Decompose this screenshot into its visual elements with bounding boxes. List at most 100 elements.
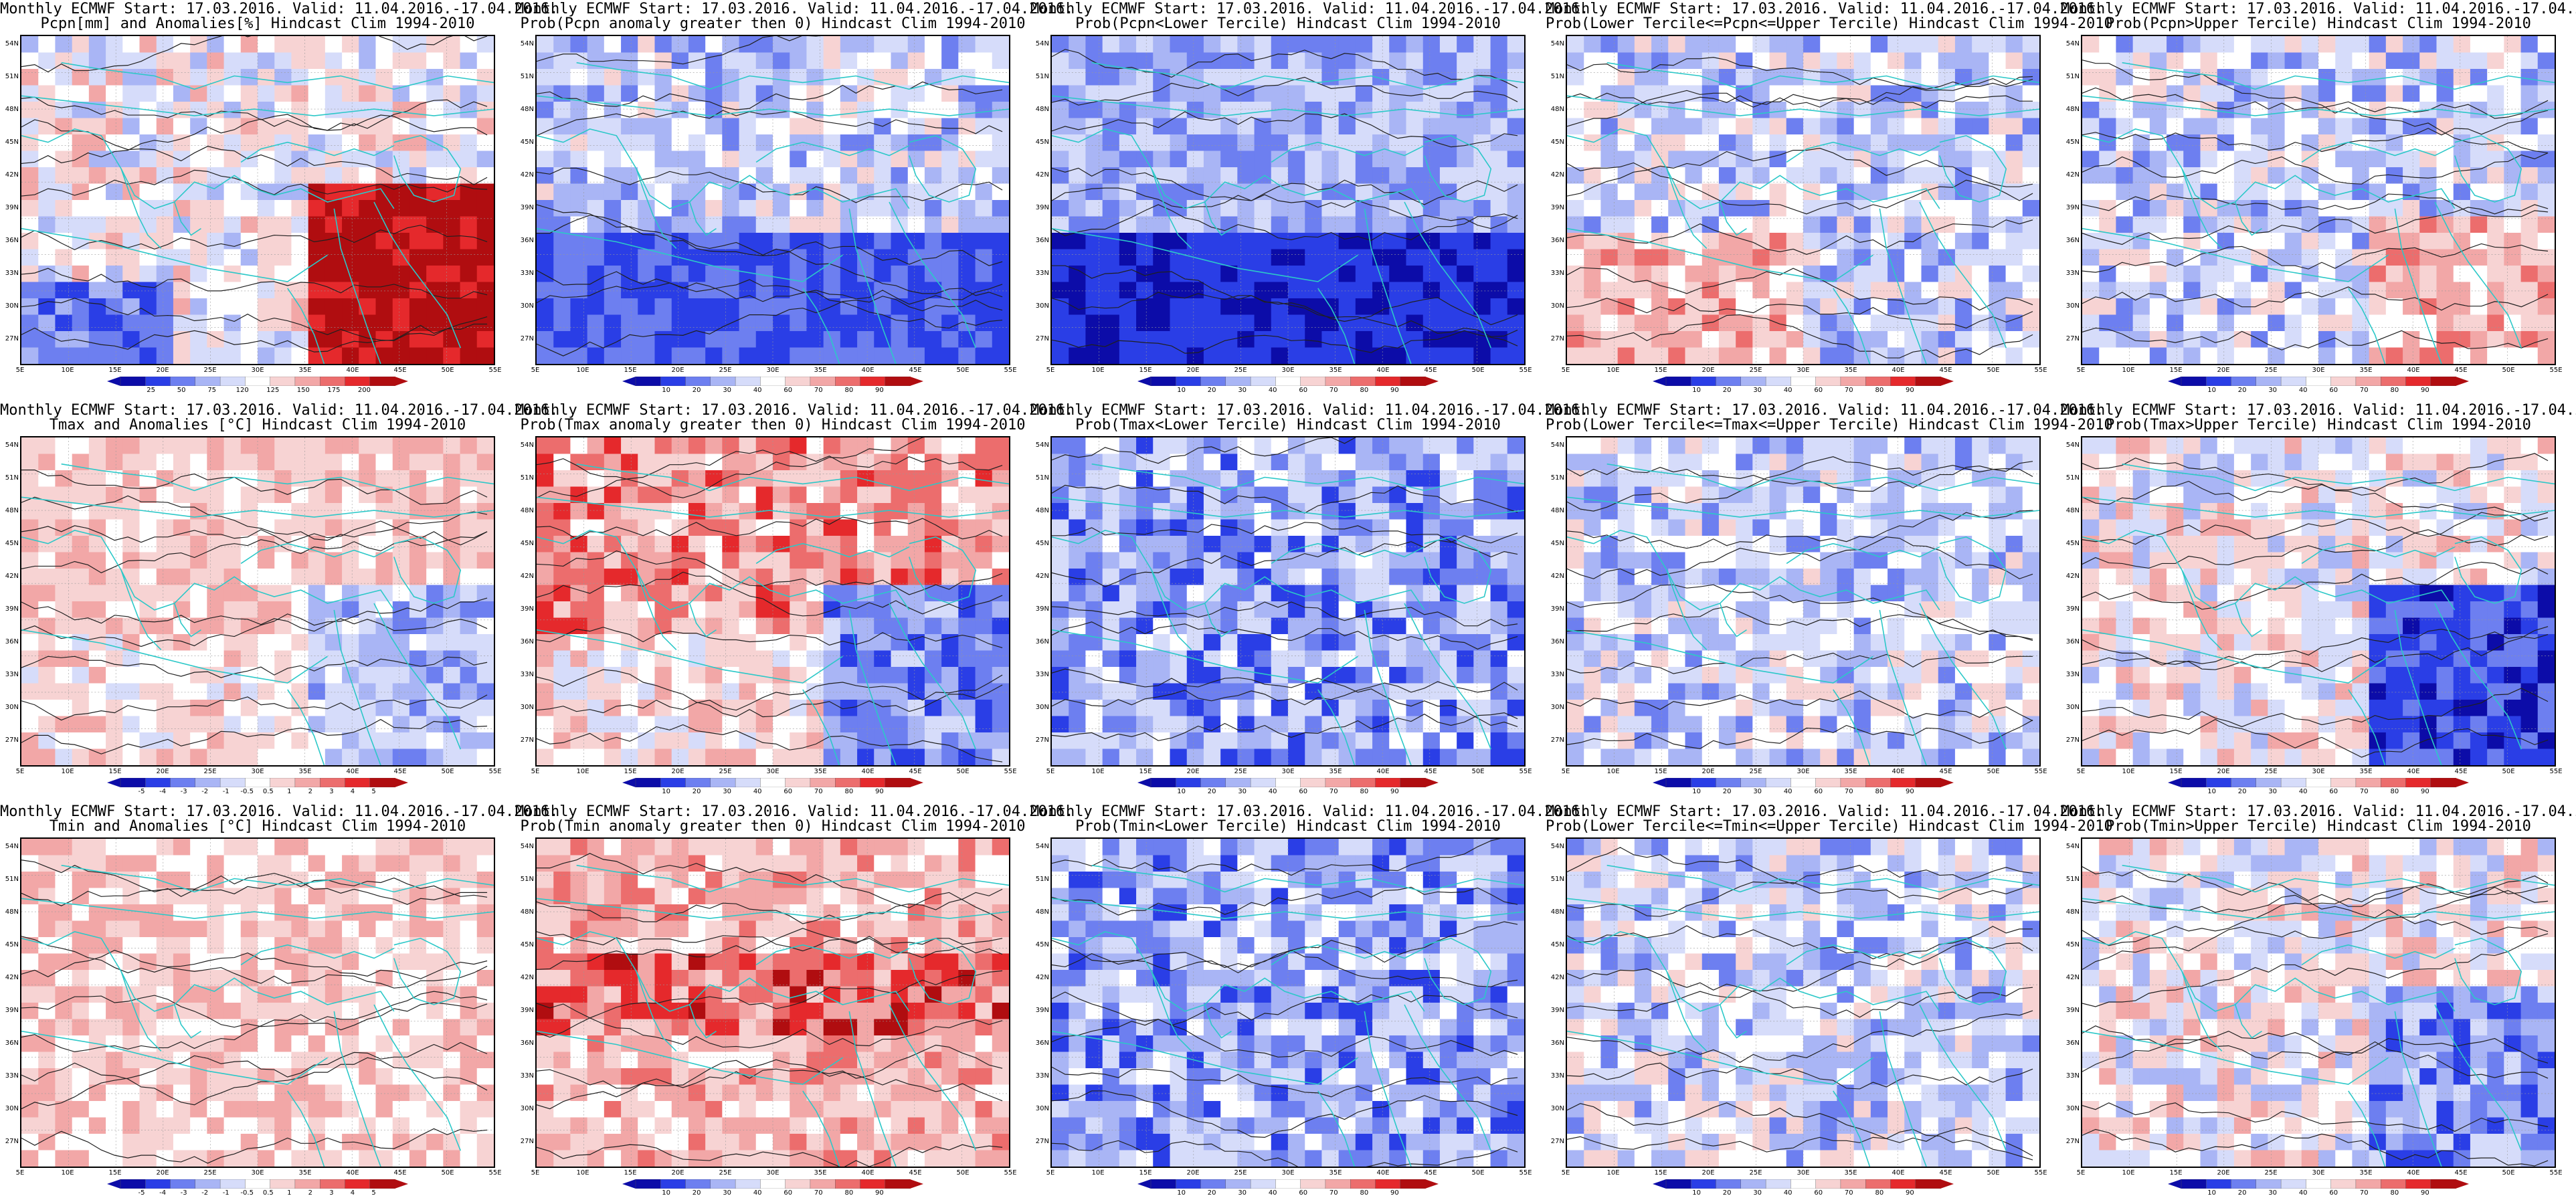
field-cell	[1271, 85, 1289, 102]
field-cell	[2116, 282, 2134, 299]
field-cell	[1052, 536, 1070, 553]
field-cell	[806, 486, 824, 504]
field-cell	[342, 216, 360, 233]
field-cell	[2116, 216, 2134, 233]
field-cell	[55, 748, 73, 765]
field-cell	[975, 233, 993, 250]
field-cell	[55, 200, 73, 217]
field-cell	[1406, 437, 1424, 455]
field-cell	[2183, 118, 2201, 135]
field-cell	[2200, 150, 2218, 168]
field-cell	[1422, 102, 1441, 119]
field-cell	[1203, 233, 1222, 250]
field-cell	[2022, 347, 2039, 364]
field-cell	[537, 331, 555, 348]
field-cell	[1473, 601, 1491, 619]
field-cell	[1102, 503, 1120, 520]
field-cell	[907, 519, 926, 536]
field-cell	[122, 748, 141, 765]
scale-swatch	[660, 777, 686, 788]
field-cell	[38, 667, 56, 684]
longitude-label: 25E	[1749, 367, 1762, 374]
field-cell	[2217, 85, 2235, 102]
field-cell	[2005, 298, 2023, 316]
field-cell	[688, 683, 707, 700]
field-cell	[587, 69, 605, 86]
contour-line	[537, 215, 1003, 266]
field-cell	[1052, 634, 1070, 651]
field-cell	[1938, 331, 1956, 348]
field-cell	[342, 298, 360, 316]
scale-swatch	[835, 777, 861, 788]
scale-swatch	[219, 777, 246, 788]
field-cell	[773, 667, 791, 684]
field-cell	[2369, 233, 2387, 250]
field-cell	[1803, 52, 1821, 70]
field-cell	[823, 454, 841, 471]
field-cell	[1153, 437, 1171, 455]
field-cell	[2099, 331, 2117, 348]
field-cell	[2537, 233, 2555, 250]
field-cell	[173, 347, 191, 364]
scale-tick-label: 20	[1207, 387, 1216, 394]
field-cell	[1888, 266, 1906, 283]
field-cell	[2352, 69, 2370, 86]
field-cell	[1338, 454, 1356, 471]
field-cell	[1119, 134, 1137, 152]
field-cell	[207, 454, 225, 471]
scale-tick-label: 1	[287, 788, 292, 795]
field-cell	[806, 52, 824, 70]
field-cell	[537, 298, 555, 316]
field-cell	[2470, 347, 2488, 364]
field-cell	[537, 585, 555, 602]
field-cell	[1473, 667, 1491, 684]
field-cell	[975, 732, 993, 750]
field-cell	[2217, 36, 2235, 54]
field-cell	[570, 437, 588, 455]
field-cell	[342, 85, 360, 102]
field-cell	[739, 102, 757, 119]
field-cell	[2470, 216, 2488, 233]
latitude-label: 27N	[1035, 335, 1049, 342]
field-cell	[1972, 150, 1990, 168]
field-cell	[1718, 134, 1737, 152]
field-cell	[2116, 102, 2134, 119]
field-cell	[1853, 216, 1871, 233]
field-cell	[1052, 331, 1070, 348]
field-cell	[342, 134, 360, 152]
field-cell	[1457, 585, 1475, 602]
field-cell	[274, 552, 292, 569]
field-cell	[476, 519, 494, 536]
field-cell	[1186, 102, 1205, 119]
field-cell	[1769, 102, 1787, 119]
field-cell	[941, 102, 959, 119]
field-cell	[874, 233, 892, 250]
scale-tick-label: 200	[357, 387, 371, 394]
field-cell	[1954, 331, 1973, 348]
field-cell	[587, 650, 605, 668]
field-cell	[325, 667, 343, 684]
scale-tick-label: 40	[2298, 387, 2308, 394]
field-cell	[570, 585, 588, 602]
field-cell	[1752, 167, 1770, 185]
field-cell	[1372, 437, 1390, 455]
field-cell	[621, 282, 639, 299]
field-cell	[2318, 266, 2336, 283]
longitude-label: 50E	[441, 367, 454, 374]
field-cell	[907, 36, 926, 54]
field-cell	[1490, 585, 1508, 602]
field-cell	[2005, 331, 2023, 348]
field-cell	[958, 331, 976, 348]
field-cell	[106, 233, 124, 250]
field-cell	[739, 503, 757, 520]
field-cell	[173, 536, 191, 553]
field-cell	[1119, 552, 1137, 569]
field-cell	[2487, 36, 2505, 54]
field-cell	[806, 102, 824, 119]
field-cell	[553, 585, 571, 602]
forecast-map	[535, 35, 1010, 365]
field-cell	[21, 667, 39, 684]
field-cell	[2470, 36, 2488, 54]
field-cell	[240, 486, 258, 504]
field-cell	[375, 347, 393, 364]
